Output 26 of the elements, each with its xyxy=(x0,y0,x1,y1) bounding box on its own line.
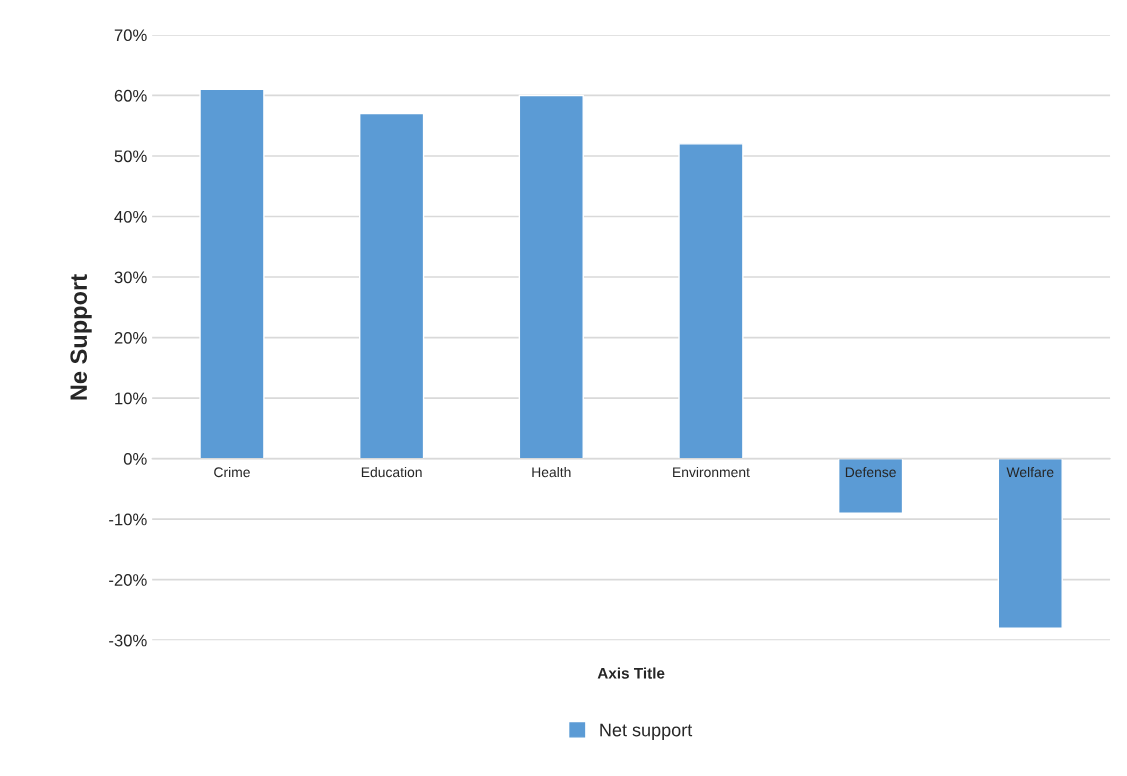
y-tick-label: 20% xyxy=(114,331,147,344)
bar xyxy=(837,457,904,514)
x-tick-label: Crime xyxy=(214,466,250,478)
y-tick-label: 50% xyxy=(114,150,147,163)
legend-label: Net support xyxy=(600,723,693,740)
bar xyxy=(199,88,265,460)
bar xyxy=(359,112,425,460)
x-tick-label: Defense xyxy=(845,466,896,478)
y-axis-title: Ne Support xyxy=(70,274,92,400)
x-tick-label: Environment xyxy=(673,466,750,478)
x-axis-title: Axis Title xyxy=(597,667,665,679)
y-tick-label: -30% xyxy=(109,634,147,647)
y-tick-label: -10% xyxy=(109,513,147,526)
y-tick-label: 30% xyxy=(114,271,147,284)
bar xyxy=(678,143,744,460)
x-tick-label: Health xyxy=(532,466,571,478)
bar xyxy=(518,94,584,460)
x-tick-label: Education xyxy=(361,466,422,478)
y-tick-label: 40% xyxy=(114,210,147,223)
y-tick-label: 70% xyxy=(114,29,147,42)
y-tick-label: 0% xyxy=(123,453,147,465)
y-tick-label: 60% xyxy=(114,89,147,102)
x-tick-label: Welfare xyxy=(1006,466,1054,478)
bar xyxy=(997,457,1063,629)
y-tick-label: 10% xyxy=(115,392,147,405)
y-tick-label: -20% xyxy=(109,574,147,586)
